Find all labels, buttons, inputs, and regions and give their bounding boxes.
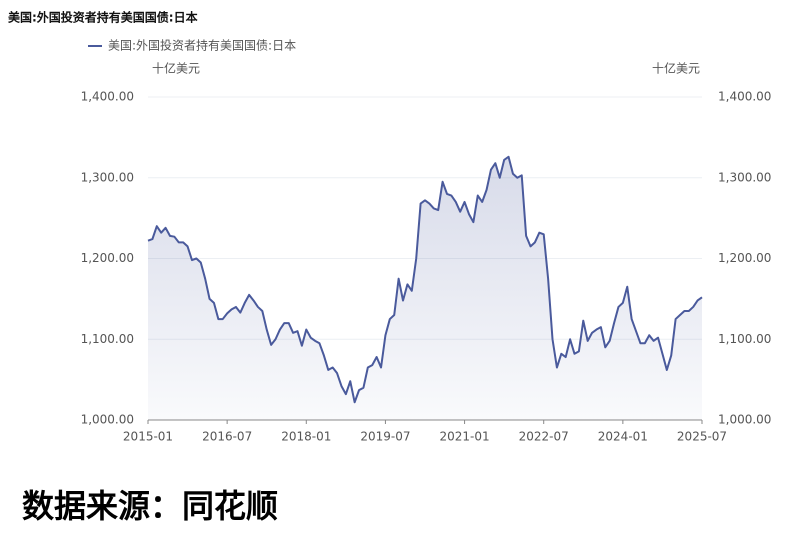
y2-tick-label: 1,100.00: [718, 332, 771, 346]
y-tick-label: 1,200.00: [81, 251, 134, 265]
x-tick-label: 2025-07: [677, 430, 727, 444]
x-tick-label: 2018-01: [281, 430, 331, 444]
x-tick-label: 2015-01: [123, 430, 173, 444]
y2-tick-label: 1,000.00: [718, 413, 771, 427]
y-tick-label: 1,000.00: [81, 413, 134, 427]
x-tick-label: 2021-01: [440, 430, 490, 444]
y-tick-label: 1,400.00: [81, 90, 134, 104]
line: [147, 155, 703, 404]
x-tick-label: 2016-07: [202, 430, 252, 444]
x-tick-label: 2019-07: [360, 430, 410, 444]
x-tick-label: 2022-07: [519, 430, 569, 444]
x-tick-label: 2024-01: [598, 430, 648, 444]
y-tick-label: 1,300.00: [81, 170, 134, 184]
y2-tick-label: 1,400.00: [718, 90, 771, 104]
area: [148, 156, 702, 420]
legend-label: 美国:外国投资者持有美国国债:日本: [108, 38, 296, 53]
source-note: 数据来源：同花顺: [22, 487, 278, 525]
y-tick-label: 1,100.00: [81, 332, 134, 346]
chart-title: 美国:外国投资者持有美国国债:日本: [8, 10, 198, 25]
y2-unit: 十亿美元: [652, 61, 700, 76]
y-unit: 十亿美元: [152, 61, 200, 76]
y2-tick-label: 1,200.00: [718, 251, 771, 265]
y2-tick-label: 1,300.00: [718, 170, 771, 184]
